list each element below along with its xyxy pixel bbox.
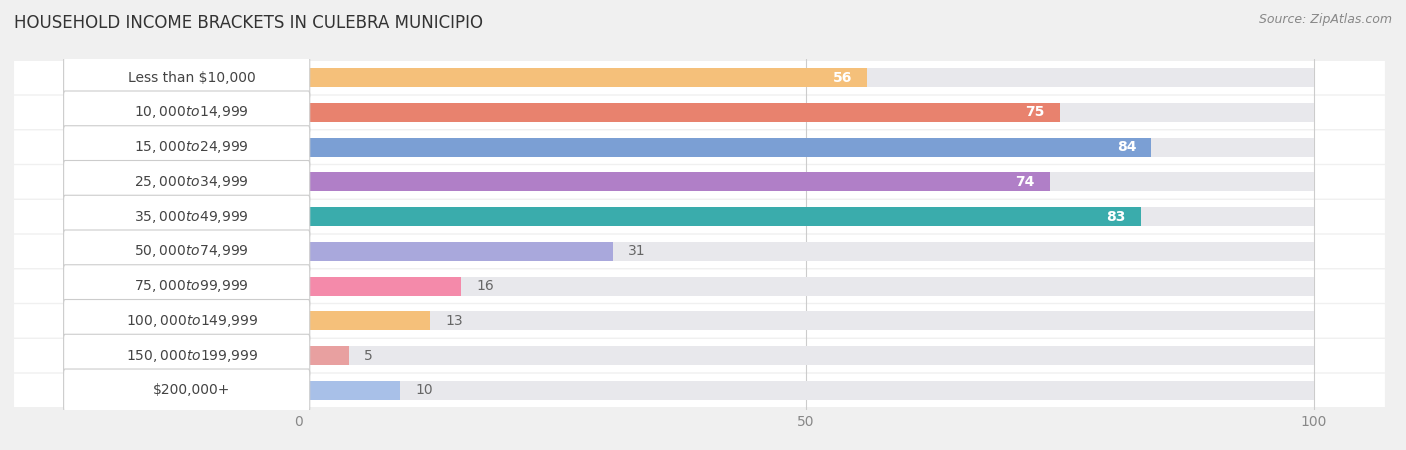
Text: Source: ZipAtlas.com: Source: ZipAtlas.com bbox=[1258, 14, 1392, 27]
Text: 74: 74 bbox=[1015, 175, 1035, 189]
Bar bbox=[298, 68, 868, 87]
FancyBboxPatch shape bbox=[14, 374, 1385, 407]
Text: 10: 10 bbox=[415, 383, 433, 397]
Text: $75,000 to $99,999: $75,000 to $99,999 bbox=[135, 278, 249, 294]
FancyBboxPatch shape bbox=[63, 126, 309, 168]
Text: $200,000+: $200,000+ bbox=[153, 383, 231, 397]
Bar bbox=[298, 346, 1313, 365]
Text: Less than $10,000: Less than $10,000 bbox=[128, 71, 256, 85]
Bar bbox=[298, 172, 1050, 191]
Bar bbox=[298, 103, 1313, 122]
Bar bbox=[298, 311, 1313, 330]
Text: $50,000 to $74,999: $50,000 to $74,999 bbox=[135, 243, 249, 259]
Bar bbox=[298, 138, 1152, 157]
FancyBboxPatch shape bbox=[63, 300, 309, 342]
Text: 13: 13 bbox=[446, 314, 463, 328]
Bar bbox=[298, 311, 430, 330]
Text: $35,000 to $49,999: $35,000 to $49,999 bbox=[135, 209, 249, 225]
Text: $10,000 to $14,999: $10,000 to $14,999 bbox=[135, 104, 249, 120]
FancyBboxPatch shape bbox=[63, 56, 309, 99]
Bar bbox=[298, 346, 349, 365]
Bar bbox=[298, 242, 1313, 261]
FancyBboxPatch shape bbox=[14, 304, 1385, 338]
Bar bbox=[298, 381, 1313, 400]
FancyBboxPatch shape bbox=[14, 200, 1385, 233]
Text: $15,000 to $24,999: $15,000 to $24,999 bbox=[135, 139, 249, 155]
Text: $25,000 to $34,999: $25,000 to $34,999 bbox=[135, 174, 249, 190]
Text: $100,000 to $149,999: $100,000 to $149,999 bbox=[125, 313, 257, 329]
FancyBboxPatch shape bbox=[63, 369, 309, 412]
Bar bbox=[298, 103, 1060, 122]
Text: 84: 84 bbox=[1116, 140, 1136, 154]
Bar bbox=[298, 277, 461, 296]
Text: 31: 31 bbox=[628, 244, 645, 258]
Text: 5: 5 bbox=[364, 349, 373, 363]
Bar bbox=[298, 242, 613, 261]
Text: 75: 75 bbox=[1025, 105, 1045, 119]
FancyBboxPatch shape bbox=[14, 270, 1385, 303]
FancyBboxPatch shape bbox=[14, 61, 1385, 94]
Text: 56: 56 bbox=[832, 71, 852, 85]
FancyBboxPatch shape bbox=[63, 265, 309, 307]
Bar bbox=[298, 172, 1313, 191]
FancyBboxPatch shape bbox=[14, 339, 1385, 372]
Bar bbox=[298, 68, 1313, 87]
FancyBboxPatch shape bbox=[63, 161, 309, 203]
Text: $150,000 to $199,999: $150,000 to $199,999 bbox=[125, 348, 257, 364]
Bar bbox=[298, 138, 1313, 157]
FancyBboxPatch shape bbox=[14, 130, 1385, 164]
FancyBboxPatch shape bbox=[14, 235, 1385, 268]
Bar bbox=[298, 207, 1142, 226]
FancyBboxPatch shape bbox=[63, 195, 309, 238]
FancyBboxPatch shape bbox=[63, 230, 309, 273]
Text: 83: 83 bbox=[1107, 210, 1126, 224]
FancyBboxPatch shape bbox=[14, 165, 1385, 198]
Bar bbox=[298, 381, 399, 400]
Text: HOUSEHOLD INCOME BRACKETS IN CULEBRA MUNICIPIO: HOUSEHOLD INCOME BRACKETS IN CULEBRA MUN… bbox=[14, 14, 484, 32]
FancyBboxPatch shape bbox=[14, 96, 1385, 129]
FancyBboxPatch shape bbox=[63, 91, 309, 134]
Text: 16: 16 bbox=[477, 279, 494, 293]
FancyBboxPatch shape bbox=[63, 334, 309, 377]
Bar bbox=[298, 207, 1313, 226]
Bar bbox=[298, 277, 1313, 296]
